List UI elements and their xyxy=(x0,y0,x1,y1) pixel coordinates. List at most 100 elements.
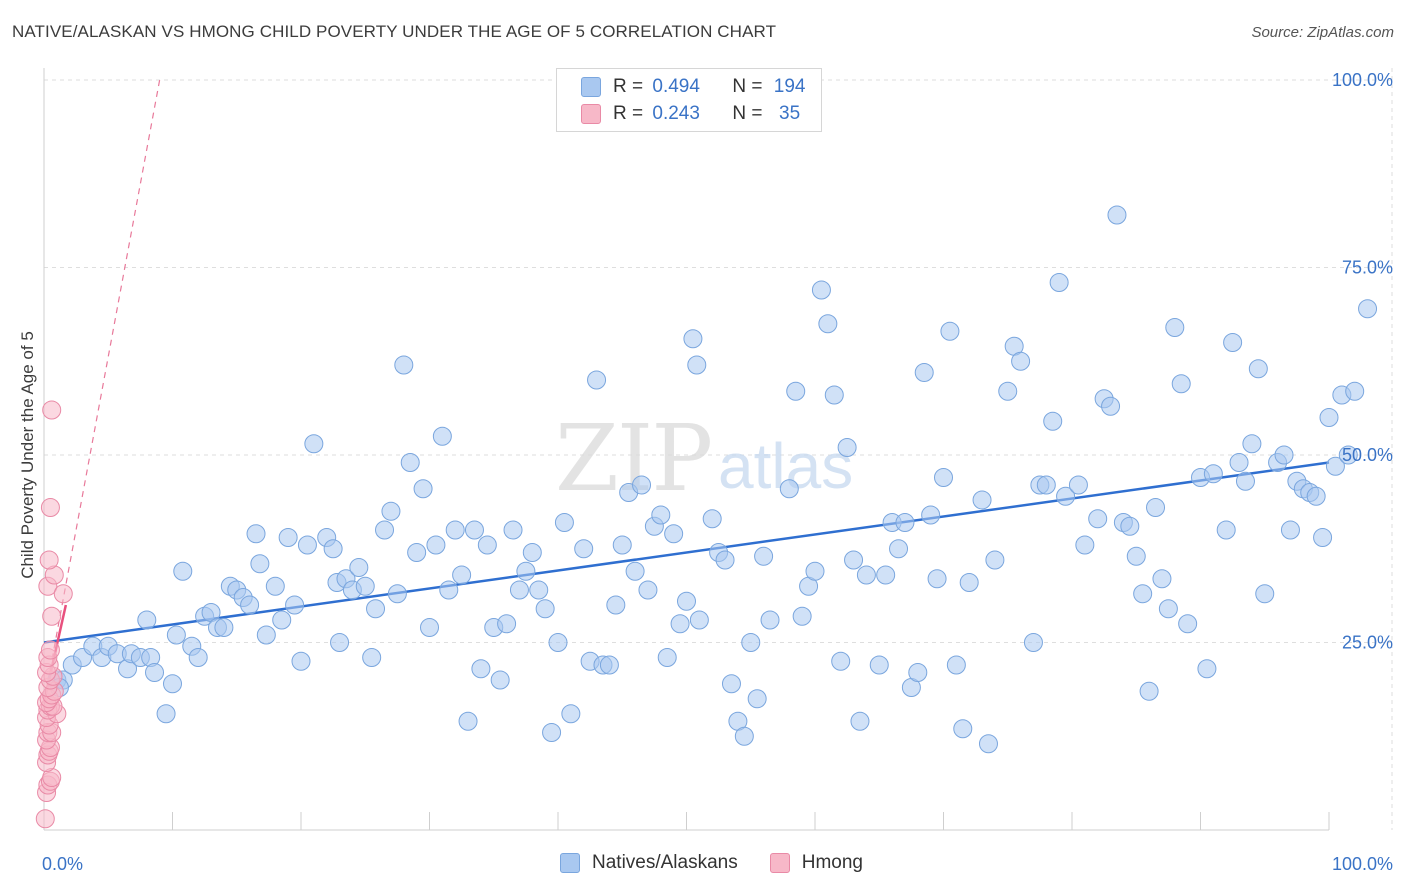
data-point xyxy=(1229,453,1249,472)
data-point xyxy=(606,595,626,615)
data-point xyxy=(516,561,536,581)
y-tick-label: 100.0% xyxy=(1332,70,1393,90)
data-point xyxy=(1126,546,1146,566)
data-point xyxy=(291,651,311,671)
data-point xyxy=(1107,205,1127,225)
data-point xyxy=(1313,528,1333,547)
data-point xyxy=(1043,411,1063,431)
data-point xyxy=(355,576,375,596)
data-point xyxy=(972,490,992,510)
data-point xyxy=(850,711,870,731)
data-point xyxy=(824,385,844,405)
series-legend-label: Hmong xyxy=(801,852,863,873)
legend-n-label: N = xyxy=(732,76,768,97)
data-point xyxy=(760,610,780,630)
data-point xyxy=(413,479,433,499)
data-point xyxy=(285,595,305,615)
series-legend-hmong[interactable]: Hmong xyxy=(769,852,863,874)
data-point xyxy=(831,651,851,671)
series-legend-natives[interactable]: Natives/Alaskans xyxy=(560,852,738,874)
data-point xyxy=(1075,535,1095,555)
data-point xyxy=(985,550,1005,570)
data-point xyxy=(173,561,193,581)
data-point xyxy=(407,543,427,562)
data-point xyxy=(1358,299,1378,319)
data-point xyxy=(715,550,735,570)
data-point xyxy=(908,663,928,682)
data-point xyxy=(805,561,825,581)
data-point xyxy=(1088,509,1108,529)
trend-line xyxy=(43,461,1330,644)
data-point xyxy=(39,550,59,570)
legend-r-value: 0.494 xyxy=(652,76,700,97)
data-point xyxy=(1101,396,1121,416)
legend-row-natives: R = 0.494 N = 194 xyxy=(581,75,805,99)
data-point xyxy=(53,584,73,604)
data-point xyxy=(959,573,979,592)
y-tick-label: 25.0% xyxy=(1342,633,1393,653)
data-point xyxy=(914,363,934,382)
watermark: ZIP atlas xyxy=(555,405,853,512)
data-point xyxy=(272,610,292,630)
data-point xyxy=(471,659,491,679)
data-point xyxy=(1345,381,1365,401)
data-point xyxy=(889,539,909,559)
data-point xyxy=(1011,351,1031,371)
data-point xyxy=(1223,333,1243,352)
series-swatch-hmong xyxy=(769,853,790,873)
data-point xyxy=(42,400,62,420)
data-point xyxy=(1139,681,1159,701)
y-tick-label: 75.0% xyxy=(1342,258,1393,278)
data-point xyxy=(1235,471,1255,491)
data-point xyxy=(895,513,915,532)
legend-r-label: R = xyxy=(613,103,649,124)
x-tick-label: 100.0% xyxy=(1332,854,1393,874)
data-point xyxy=(632,475,652,495)
data-point xyxy=(844,550,864,570)
data-point xyxy=(439,580,459,600)
data-point xyxy=(1152,569,1172,589)
data-point xyxy=(811,280,831,300)
legend-swatch-natives xyxy=(581,77,601,97)
data-point xyxy=(1049,273,1069,292)
data-point xyxy=(445,520,465,540)
data-point xyxy=(574,539,594,559)
data-point xyxy=(1280,520,1300,540)
data-point xyxy=(304,434,324,454)
data-point xyxy=(400,453,420,472)
data-point xyxy=(638,580,658,600)
data-point xyxy=(1197,659,1217,679)
data-point xyxy=(42,606,62,626)
legend-n-label: N = xyxy=(732,103,768,124)
data-point xyxy=(934,468,953,487)
data-point xyxy=(683,329,703,349)
data-point xyxy=(497,614,517,634)
data-point xyxy=(375,520,395,540)
data-point xyxy=(156,704,176,724)
data-point xyxy=(754,546,774,566)
data-point xyxy=(1158,599,1178,619)
data-point xyxy=(349,558,369,577)
data-point xyxy=(677,591,696,611)
data-point xyxy=(1242,434,1262,454)
data-point xyxy=(188,648,208,667)
data-point xyxy=(166,625,186,645)
correlation-legend: R = 0.494 N = 194 R = 0.243 N = 35 xyxy=(556,68,822,132)
data-point xyxy=(702,509,722,529)
data-point xyxy=(927,569,947,589)
data-point xyxy=(1216,520,1236,540)
data-point xyxy=(1036,475,1056,495)
data-point xyxy=(657,648,677,667)
data-point xyxy=(394,355,414,375)
series-swatch-natives xyxy=(560,853,580,873)
data-point xyxy=(837,438,857,457)
source-label: Source: ZipAtlas.com xyxy=(1251,24,1394,41)
data-point xyxy=(953,719,973,739)
data-point xyxy=(747,689,767,709)
data-point xyxy=(529,580,549,600)
y-tick-label: 50.0% xyxy=(1342,445,1393,465)
data-point xyxy=(477,535,497,555)
data-point xyxy=(214,618,234,637)
data-point xyxy=(561,704,581,724)
